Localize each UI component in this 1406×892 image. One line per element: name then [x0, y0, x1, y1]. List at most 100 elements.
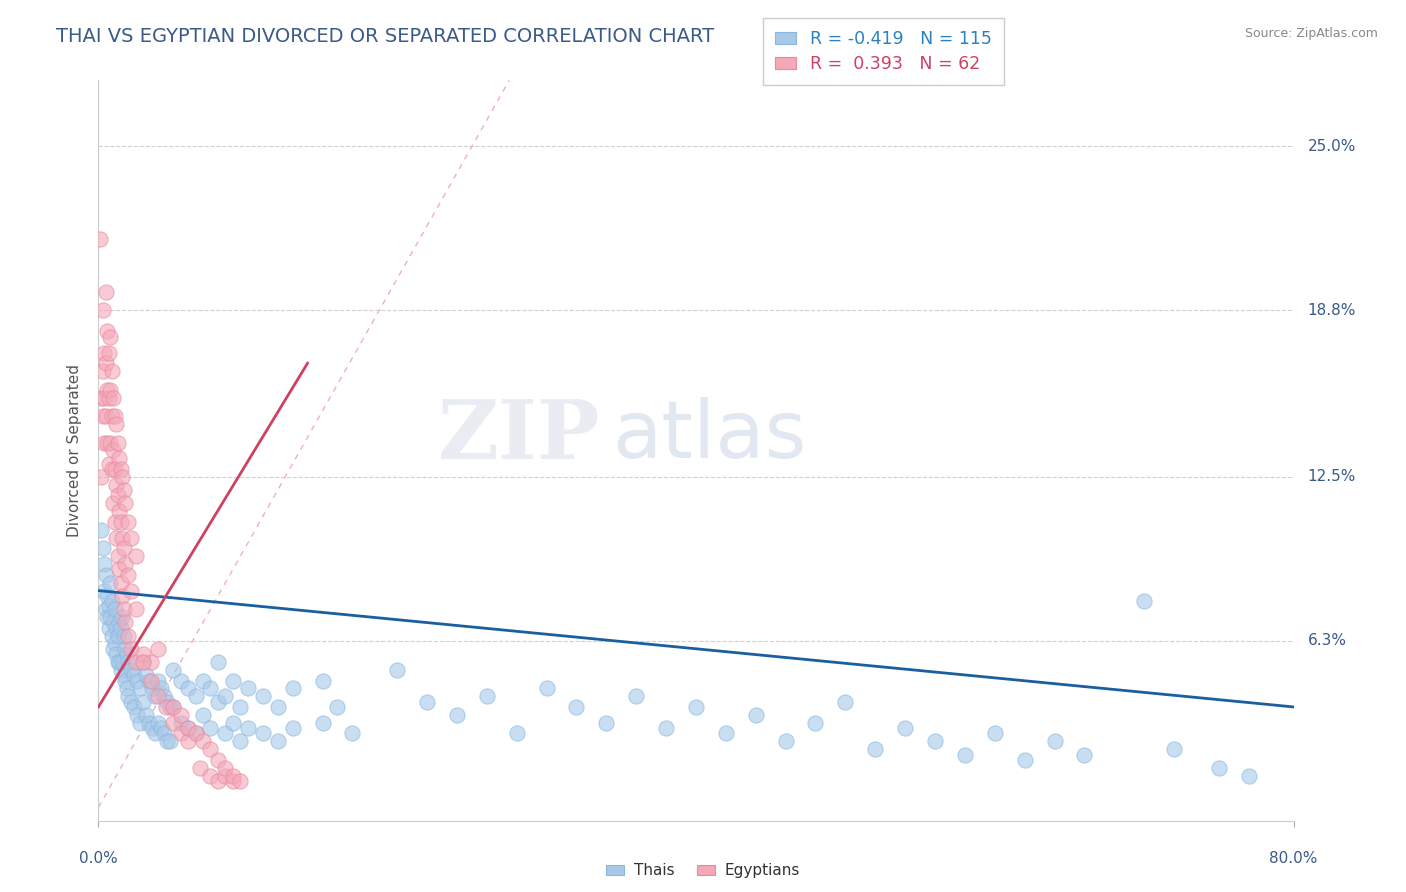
- Point: [97, 457, 120, 471]
- Point: [894, 721, 917, 735]
- Point: [91, 541, 114, 556]
- Point: [222, 715, 245, 730]
- Point: [139, 655, 162, 669]
- Point: [222, 673, 245, 688]
- Point: [111, 655, 134, 669]
- Point: [114, 641, 136, 656]
- Point: [156, 734, 179, 748]
- Point: [1014, 753, 1036, 767]
- Point: [111, 589, 134, 603]
- Point: [326, 700, 349, 714]
- Point: [105, 478, 128, 492]
- Point: [148, 673, 170, 688]
- Point: [94, 567, 117, 582]
- Legend: Thais, Egyptians: Thais, Egyptians: [600, 857, 806, 884]
- Point: [105, 531, 128, 545]
- Point: [90, 523, 112, 537]
- Point: [446, 707, 468, 722]
- Point: [110, 621, 132, 635]
- Point: [132, 655, 155, 669]
- Point: [101, 462, 124, 476]
- Point: [236, 721, 259, 735]
- Point: [156, 695, 179, 709]
- Point: [834, 695, 856, 709]
- Point: [93, 435, 115, 450]
- Point: [101, 629, 124, 643]
- Point: [565, 700, 588, 714]
- Point: [214, 726, 236, 740]
- Point: [98, 330, 122, 344]
- Point: [120, 695, 142, 709]
- Point: [685, 700, 707, 714]
- Point: [110, 462, 132, 476]
- Point: [127, 673, 149, 688]
- Point: [148, 641, 170, 656]
- Point: [98, 383, 122, 397]
- Point: [281, 681, 304, 696]
- Point: [97, 599, 120, 614]
- Point: [536, 681, 558, 696]
- Point: [111, 610, 134, 624]
- Point: [1208, 761, 1230, 775]
- Point: [132, 655, 155, 669]
- Point: [104, 462, 127, 476]
- Point: [1133, 594, 1156, 608]
- Point: [117, 655, 139, 669]
- Point: [191, 673, 214, 688]
- Point: [184, 726, 207, 740]
- Point: [162, 700, 184, 714]
- Text: 12.5%: 12.5%: [1308, 469, 1355, 484]
- Point: [229, 734, 252, 748]
- Point: [184, 726, 207, 740]
- Point: [191, 707, 214, 722]
- Point: [101, 364, 124, 378]
- Point: [90, 470, 112, 484]
- Point: [177, 721, 200, 735]
- Point: [117, 567, 139, 582]
- Point: [103, 641, 125, 656]
- Point: [103, 615, 125, 630]
- Point: [103, 391, 125, 405]
- Point: [101, 594, 124, 608]
- Point: [107, 629, 129, 643]
- Point: [94, 356, 117, 370]
- Point: [120, 663, 142, 677]
- Point: [89, 232, 111, 246]
- Point: [141, 721, 163, 735]
- Point: [775, 734, 797, 748]
- Point: [105, 647, 128, 661]
- Point: [108, 451, 131, 466]
- Point: [745, 707, 768, 722]
- Point: [115, 647, 138, 661]
- Point: [105, 417, 128, 431]
- Text: 80.0%: 80.0%: [1270, 851, 1317, 866]
- Point: [984, 726, 1007, 740]
- Point: [595, 715, 617, 730]
- Point: [120, 583, 142, 598]
- Point: [200, 721, 222, 735]
- Point: [115, 681, 138, 696]
- Point: [110, 663, 132, 677]
- Point: [626, 690, 648, 704]
- Point: [229, 774, 252, 789]
- Point: [311, 673, 333, 688]
- Point: [98, 435, 122, 450]
- Point: [107, 488, 129, 502]
- Point: [506, 726, 529, 740]
- Point: [138, 673, 160, 688]
- Text: atlas: atlas: [613, 397, 807, 475]
- Point: [101, 409, 124, 423]
- Point: [200, 681, 222, 696]
- Point: [214, 690, 236, 704]
- Point: [112, 668, 135, 682]
- Point: [104, 636, 127, 650]
- Point: [96, 383, 118, 397]
- Point: [114, 673, 136, 688]
- Point: [124, 700, 146, 714]
- Text: 0.0%: 0.0%: [79, 851, 118, 866]
- Point: [148, 715, 170, 730]
- Point: [91, 364, 114, 378]
- Point: [200, 742, 222, 756]
- Point: [108, 504, 131, 518]
- Point: [94, 602, 117, 616]
